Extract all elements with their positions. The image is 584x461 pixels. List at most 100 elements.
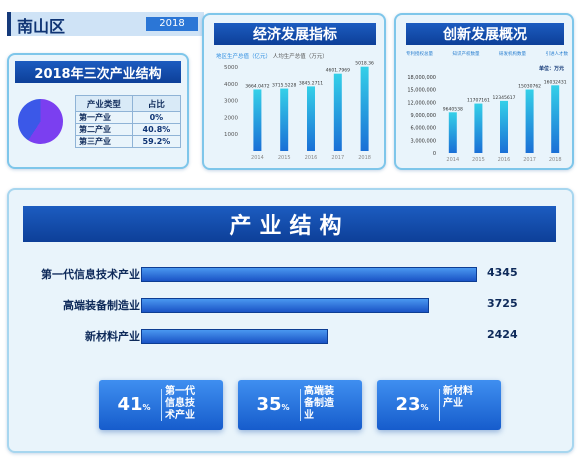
divider: [439, 389, 440, 421]
y-tick-label: 2000: [224, 115, 238, 121]
innovation-bar: [448, 112, 457, 153]
x-tick-label: 2014: [446, 157, 459, 163]
economy-bar: [360, 66, 369, 151]
y-tick-label: 0: [433, 151, 436, 157]
percent-label: 第一代 信息技 术产业: [165, 386, 195, 421]
bar-value-label: 3664.0472: [245, 83, 269, 89]
column-header-share: 占比: [131, 95, 182, 112]
industry-row: 高端装备制造业 3725: [9, 295, 576, 315]
y-tick-label: 9,000,000: [411, 113, 436, 119]
y-tick-label: 6,000,000: [411, 126, 436, 132]
y-tick-label: 1000: [224, 132, 238, 138]
industry-name: 新材料产业: [85, 330, 140, 343]
percent-card: 23% 新材料 产业: [377, 380, 501, 430]
bar-value-label: 3715.5228: [272, 83, 296, 89]
table-row: 第一产业 0%: [75, 111, 182, 124]
row-name: 第二产业: [75, 123, 133, 136]
innovation-bar: [474, 103, 483, 153]
x-tick-label: 2018: [358, 155, 371, 161]
bar-value-label: 12345617: [493, 95, 516, 101]
percent-value: 41%: [117, 394, 151, 415]
table-header-row: 产业类型 占比: [75, 95, 182, 112]
y-tick-label: 3,000,000: [411, 138, 436, 144]
bar-value-label: 3845.2711: [299, 80, 323, 86]
y-tick-label: 4000: [224, 82, 238, 88]
y-tick-label: 18,000,000: [407, 75, 436, 81]
x-tick-label: 2016: [305, 155, 318, 161]
column-header-type: 产业类型: [75, 95, 133, 112]
y-tick-label: 5000: [224, 65, 238, 71]
row-name: 第一产业: [75, 111, 133, 124]
x-tick-label: 2014: [251, 155, 264, 161]
innovation-bar-chart: 18,000,000 15,000,000 12,000,000 9,000,000 6…: [407, 75, 567, 163]
table-row: 第三产业 59.2%: [75, 135, 182, 148]
industry-bar: [141, 298, 429, 313]
economy-bar-chart: 1000 2000 3000 4000 5000 3664.0472 2014 3715.52…: [224, 61, 374, 161]
bar-value-label: 4601.7969: [326, 68, 350, 74]
row-share: 0%: [131, 111, 182, 124]
bar-value-label: 9640538: [443, 106, 463, 112]
innovation-legend: 专利授权总量 知识产权数量 研发机构数量 引进人才数: [406, 51, 568, 57]
district-name: 南山区: [17, 17, 66, 36]
economy-title: 经济发展指标: [214, 23, 376, 45]
bar-value-label: 16032431: [544, 79, 567, 85]
x-tick-label: 2017: [331, 155, 344, 161]
y-tick-label: 12,000,000: [407, 100, 436, 106]
x-tick-label: 2018: [549, 157, 562, 163]
industry-bar: [141, 267, 477, 282]
divider: [300, 389, 301, 421]
legend-item: 专利授权总量: [406, 52, 433, 57]
structure-pie-chart: [18, 99, 63, 144]
bar-value-label: 5018.36: [355, 61, 374, 67]
row-share: 40.8%: [131, 123, 182, 136]
y-tick-label: 3000: [224, 99, 238, 105]
economy-legend: 地区生产总值（亿元） 人均生产总值（万元）: [216, 52, 328, 60]
innovation-card: 创新发展概况 专利授权总量 知识产权数量 研发机构数量 引进人才数 单位：万元 …: [394, 13, 574, 170]
percent-value: 23%: [395, 394, 429, 415]
economy-bar: [333, 73, 342, 151]
industry-row: 新材料产业 2424: [9, 326, 576, 346]
year-badge: 2018: [146, 17, 198, 31]
percent-card: 41% 第一代 信息技 术产业: [99, 380, 223, 430]
industry-title: 产业结构: [23, 206, 556, 242]
industry-name: 高端装备制造业: [63, 299, 140, 312]
row-name: 第三产业: [75, 135, 133, 148]
industry-card: 产业结构 第一代信息技术产业 4345 高端装备制造业 3725 新材料产业 2…: [7, 188, 574, 453]
y-tick-label: 15,000,000: [407, 88, 436, 94]
economy-bar: [253, 89, 262, 151]
row-share: 59.2%: [131, 135, 182, 148]
x-tick-label: 2015: [278, 155, 291, 161]
economy-bar: [307, 86, 315, 151]
innovation-bar: [525, 89, 534, 153]
industry-structure-card: 2018年三次产业结构 产业类型 占比 第一产业 0% 第二产业 40.8% 第…: [7, 53, 189, 169]
industry-value: 4345: [487, 266, 518, 279]
bar-value-label: 11707161: [467, 98, 490, 104]
x-tick-label: 2017: [523, 157, 536, 163]
innovation-title: 创新发展概况: [406, 23, 564, 45]
legend-item: 引进人才数: [545, 52, 569, 57]
x-tick-label: 2015: [472, 157, 485, 163]
x-tick-label: 2016: [498, 157, 511, 163]
percent-label: 新材料 产业: [443, 386, 473, 409]
divider: [161, 389, 162, 421]
innovation-bar: [500, 100, 508, 153]
industry-bar: [141, 329, 328, 344]
legend-item: 知识产权数量: [452, 52, 480, 57]
bar-value-label: 15030762: [518, 84, 541, 90]
table-row: 第二产业 40.8%: [75, 123, 182, 136]
structure-table: 产业类型 占比 第一产业 0% 第二产业 40.8% 第三产业 59.2%: [75, 95, 182, 148]
structure-title: 2018年三次产业结构: [15, 61, 181, 83]
industry-row: 第一代信息技术产业 4345: [9, 264, 576, 284]
district-header: 南山区 2018: [7, 12, 204, 36]
innovation-unit: 单位：万元: [539, 66, 565, 72]
percent-value: 35%: [256, 394, 290, 415]
legend-gdp: 地区生产总值（亿元）: [216, 54, 272, 60]
economy-card: 经济发展指标 地区生产总值（亿元） 人均生产总值（万元） 1000 2000 300…: [202, 13, 386, 170]
percent-label: 高端装 备制造业: [304, 386, 334, 421]
legend-per-capita: 人均生产总值（万元）: [272, 54, 328, 60]
industry-value: 3725: [487, 297, 518, 310]
legend-item: 研发机构数量: [499, 52, 526, 57]
economy-bar: [280, 88, 289, 151]
industry-name: 第一代信息技术产业: [41, 268, 140, 281]
percent-card: 35% 高端装 备制造业: [238, 380, 362, 430]
